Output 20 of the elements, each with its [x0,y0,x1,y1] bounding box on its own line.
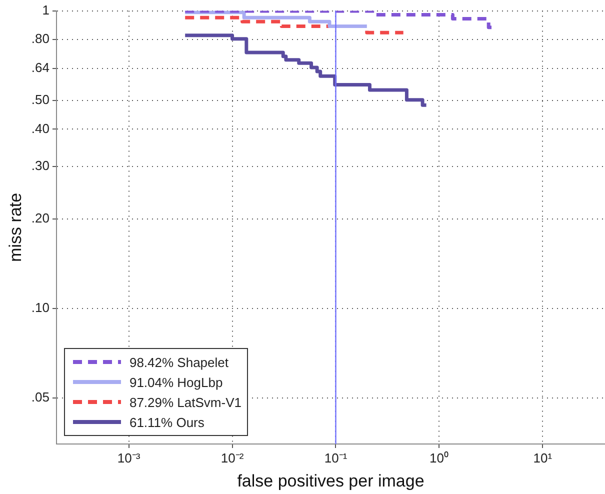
y-tick-label: .40 [31,120,50,136]
legend-label: 91.04% HogLbp [129,374,223,390]
y-tick-label: .10 [31,300,50,315]
y-axis-title: miss rate [6,192,25,262]
x-tick-label: 10⁻² [220,450,244,466]
x-axis-title: false positives per image [237,471,424,490]
y-tick-label: .20 [31,210,50,226]
x-tick-label: 10¹ [533,450,553,466]
x-tick-label: 10⁰ [429,450,449,466]
y-tick-label: .50 [31,92,50,107]
legend-label: 61.11% Ours [129,414,204,430]
legend-label: 87.29% LatSvm-V1 [129,394,242,410]
x-tick-label: 10⁻¹ [324,450,348,466]
x-tick-label: 10⁻³ [117,450,141,466]
y-tick-label: 1 [42,2,50,18]
legend-label: 98.42% Shapelet [129,354,228,370]
y-tick-label: .30 [31,158,50,173]
y-tick-label: .05 [31,389,50,404]
y-tick-label: .64 [31,60,50,76]
y-tick-label: .80 [31,31,50,46]
